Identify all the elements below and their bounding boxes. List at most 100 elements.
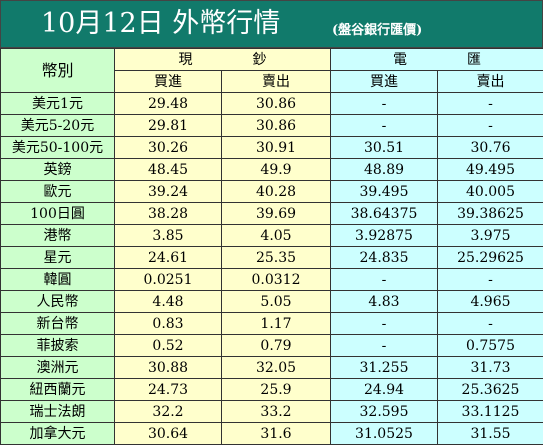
wire-buy-header: 買進: [331, 71, 438, 93]
wire-sell-value: 25.3625: [438, 379, 543, 401]
cash-sell-value: 30.86: [222, 93, 331, 115]
currency-name: 美元1元: [1, 93, 115, 115]
cash-sell-value: 32.05: [222, 357, 331, 379]
cash-sell-value: 5.05: [222, 291, 331, 313]
cash-buy-value: 29.81: [115, 115, 222, 137]
currency-name: 100日圓: [1, 203, 115, 225]
currency-name: 英鎊: [1, 159, 115, 181]
wire-sell-value: 31.55: [438, 423, 543, 445]
cash-buy-value: 38.28: [115, 203, 222, 225]
cash-sell-value: 30.86: [222, 115, 331, 137]
cash-buy-value: 29.48: [115, 93, 222, 115]
cash-sell-value: 25.9: [222, 379, 331, 401]
cash-sell-value: 33.2: [222, 401, 331, 423]
cash-buy-value: 4.48: [115, 291, 222, 313]
cash-buy-header: 買進: [115, 71, 222, 93]
wire-buy-value: 30.51: [331, 137, 438, 159]
wire-sell-value: 30.76: [438, 137, 543, 159]
wire-sell-value: -: [438, 313, 543, 335]
wire-header: 電匯: [331, 49, 543, 71]
wire-buy-value: -: [331, 313, 438, 335]
title-bar: 10月12日 外幣行情 (盤谷銀行匯價): [0, 0, 543, 48]
wire-sell-value: 3.975: [438, 225, 543, 247]
wire-buy-value: 48.89: [331, 159, 438, 181]
currency-name: 星元: [1, 247, 115, 269]
currency-name: 港幣: [1, 225, 115, 247]
wire-sell-value: 33.1125: [438, 401, 543, 423]
page-title: 10月12日 外幣行情: [41, 7, 280, 41]
wire-sell-value: 31.73: [438, 357, 543, 379]
currency-name: 瑞士法朗: [1, 401, 115, 423]
wire-sell-value: -: [438, 93, 543, 115]
cash-sell-value: 0.79: [222, 335, 331, 357]
cash-sell-value: 30.91: [222, 137, 331, 159]
currency-header: 幣別: [1, 49, 115, 93]
cash-sell-value: 1.17: [222, 313, 331, 335]
cash-buy-value: 0.83: [115, 313, 222, 335]
wire-buy-value: 24.835: [331, 247, 438, 269]
cash-buy-value: 24.61: [115, 247, 222, 269]
wire-sell-value: 49.495: [438, 159, 543, 181]
cash-buy-value: 30.88: [115, 357, 222, 379]
wire-sell-value: -: [438, 269, 543, 291]
cash-sell-value: 4.05: [222, 225, 331, 247]
currency-name: 美元5-20元: [1, 115, 115, 137]
cash-sell-value: 0.0312: [222, 269, 331, 291]
currency-name: 韓圓: [1, 269, 115, 291]
currency-name: 菲披索: [1, 335, 115, 357]
cash-buy-value: 32.2: [115, 401, 222, 423]
cash-buy-value: 0.0251: [115, 269, 222, 291]
wire-buy-value: 31.255: [331, 357, 438, 379]
wire-buy-value: -: [331, 93, 438, 115]
currency-name: 澳洲元: [1, 357, 115, 379]
currency-name: 歐元: [1, 181, 115, 203]
wire-sell-value: 40.005: [438, 181, 543, 203]
wire-sell-value: 25.29625: [438, 247, 543, 269]
wire-buy-value: 38.64375: [331, 203, 438, 225]
wire-buy-value: 3.92875: [331, 225, 438, 247]
wire-buy-value: 24.94: [331, 379, 438, 401]
wire-buy-value: -: [331, 115, 438, 137]
cash-header: 現鈔: [115, 49, 331, 71]
cash-sell-value: 40.28: [222, 181, 331, 203]
wire-sell-value: 39.38625: [438, 203, 543, 225]
wire-sell-header: 賣出: [438, 71, 543, 93]
cash-buy-value: 30.26: [115, 137, 222, 159]
header-row-groups: 幣別 現鈔 電匯: [1, 49, 543, 71]
cash-sell-header: 賣出: [222, 71, 331, 93]
cash-sell-value: 49.9: [222, 159, 331, 181]
currency-name: 美元50-100元: [1, 137, 115, 159]
cash-sell-value: 31.6: [222, 423, 331, 445]
cash-buy-value: 39.24: [115, 181, 222, 203]
bank-source: (盤谷銀行匯價): [332, 19, 422, 38]
cash-buy-value: 24.73: [115, 379, 222, 401]
currency-name: 紐西蘭元: [1, 379, 115, 401]
wire-buy-value: 4.83: [331, 291, 438, 313]
cash-sell-value: 25.35: [222, 247, 331, 269]
currency-name: 人民幣: [1, 291, 115, 313]
currency-name: 加拿大元: [1, 423, 115, 445]
cash-buy-value: 0.52: [115, 335, 222, 357]
cash-buy-value: 30.64: [115, 423, 222, 445]
cash-sell-value: 39.69: [222, 203, 331, 225]
currency-name: 新台幣: [1, 313, 115, 335]
cash-buy-value: 3.85: [115, 225, 222, 247]
wire-sell-value: 0.7575: [438, 335, 543, 357]
wire-buy-value: 32.595: [331, 401, 438, 423]
